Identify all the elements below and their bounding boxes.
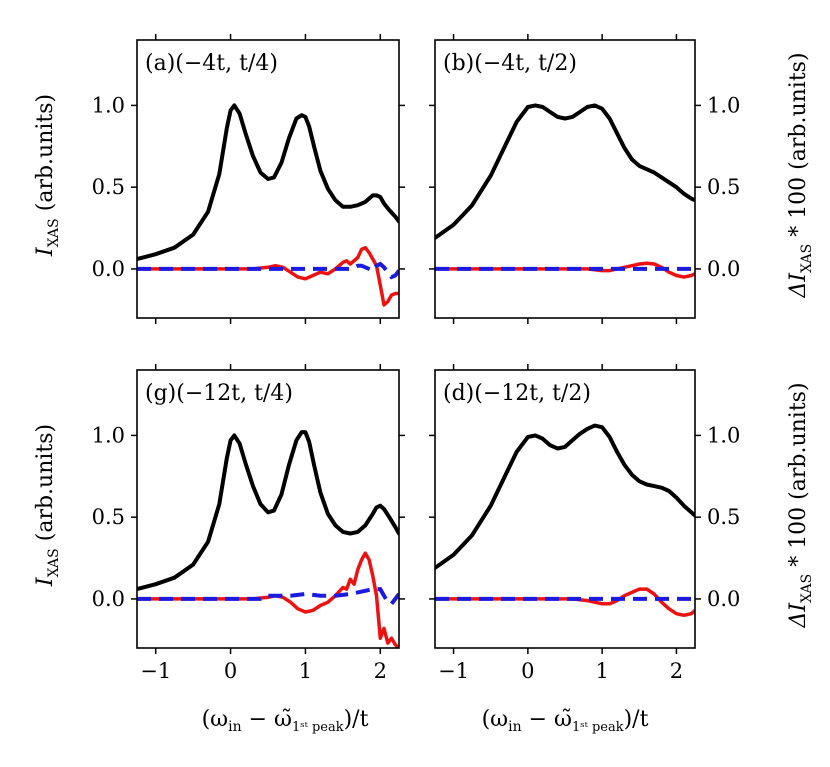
x-tick-label: −1 (438, 659, 469, 683)
ylabel-left-top: IXAS (arb.units) (33, 94, 62, 257)
x-tick-label: 0 (224, 659, 237, 683)
y-tick-label: 1.0 (92, 423, 125, 447)
y-tick-label: 1.0 (707, 423, 740, 447)
x-tick-label: −1 (140, 659, 171, 683)
y-tick-label: 0.5 (707, 505, 740, 529)
y-tick-label: 1.0 (707, 93, 740, 117)
series-group (137, 430, 399, 648)
xlabel-right: (ωin − ω̃1ˢᵗ peak)/t (482, 707, 649, 735)
ylabel-right-bottom: ΔIXAS * 100 (arb.units) (786, 382, 815, 628)
y-tick-label: 0.0 (707, 257, 740, 281)
series-line-ixas (435, 103, 695, 240)
series-line-delta-blue (137, 587, 399, 607)
ylabel-right-top: ΔIXAS * 100 (arb.units) (786, 52, 815, 298)
xlabel-left: (ωin − ω̃1ˢᵗ peak)/t (202, 707, 369, 735)
panels: 0.0 0.5 1.0 (a)(−4t, t/4) 0.0 0.5 1.0 (b)(−4t, … (92, 34, 740, 683)
panel-top-left: 0.0 0.5 1.0 (a)(−4t, t/4) (92, 34, 405, 324)
panel-bottom-right: −1 0 1 2 0.0 0.5 1.0 (d)(−12t, t/2) (429, 364, 740, 683)
x-tick-label: 2 (670, 659, 683, 683)
series-group (435, 423, 695, 618)
x-tick-label: 1 (299, 659, 312, 683)
series-line-delta-blue (137, 261, 399, 280)
svg-text:ΔIXAS * 100 (arb.units): ΔIXAS * 100 (arb.units) (786, 52, 815, 298)
panel-top-right: 0.0 0.5 1.0 (b)(−4t, t/2) (429, 34, 740, 324)
series-group (137, 103, 399, 307)
panel-title: (a)(−4t, t/4) (145, 51, 278, 76)
svg-text:ΔIXAS * 100 (arb.units): ΔIXAS * 100 (arb.units) (786, 382, 815, 628)
series-group (435, 103, 695, 279)
x-tick-label: 1 (595, 659, 608, 683)
panel-frame (434, 39, 696, 319)
panel-bottom-left: −1 0 1 2 0.0 0.5 1.0 (g)(−12t, t/4) (92, 364, 405, 683)
series-line-ixas (137, 430, 399, 592)
series-line-ixas (137, 103, 399, 262)
y-tick-label: 0.5 (707, 175, 740, 199)
x-tick-label: 0 (521, 659, 534, 683)
y-tick-label: 0.5 (92, 505, 125, 529)
series-line-delta-red (137, 245, 399, 307)
ylabel-left-bottom: IXAS (arb.units) (33, 424, 62, 587)
panel-frame (136, 39, 400, 319)
panel-title: (d)(−12t, t/2) (443, 381, 591, 406)
svg-text:IXAS (arb.units): IXAS (arb.units) (33, 424, 62, 587)
y-tick-label: 0.0 (92, 257, 125, 281)
y-tick-label: 1.0 (92, 93, 125, 117)
panel-title: (g)(−12t, t/4) (145, 381, 293, 406)
series-line-delta-red (137, 551, 399, 648)
panel-frame (136, 369, 400, 649)
y-tick-label: 0.0 (707, 587, 740, 611)
panel-frame (434, 369, 696, 649)
panel-title: (b)(−4t, t/2) (443, 51, 577, 76)
y-tick-label: 0.0 (92, 587, 125, 611)
series-line-ixas (435, 423, 695, 570)
svg-text:IXAS (arb.units): IXAS (arb.units) (33, 94, 62, 257)
y-tick-label: 0.5 (92, 175, 125, 199)
x-tick-label: 2 (374, 659, 387, 683)
series-line-delta-red (435, 587, 695, 618)
